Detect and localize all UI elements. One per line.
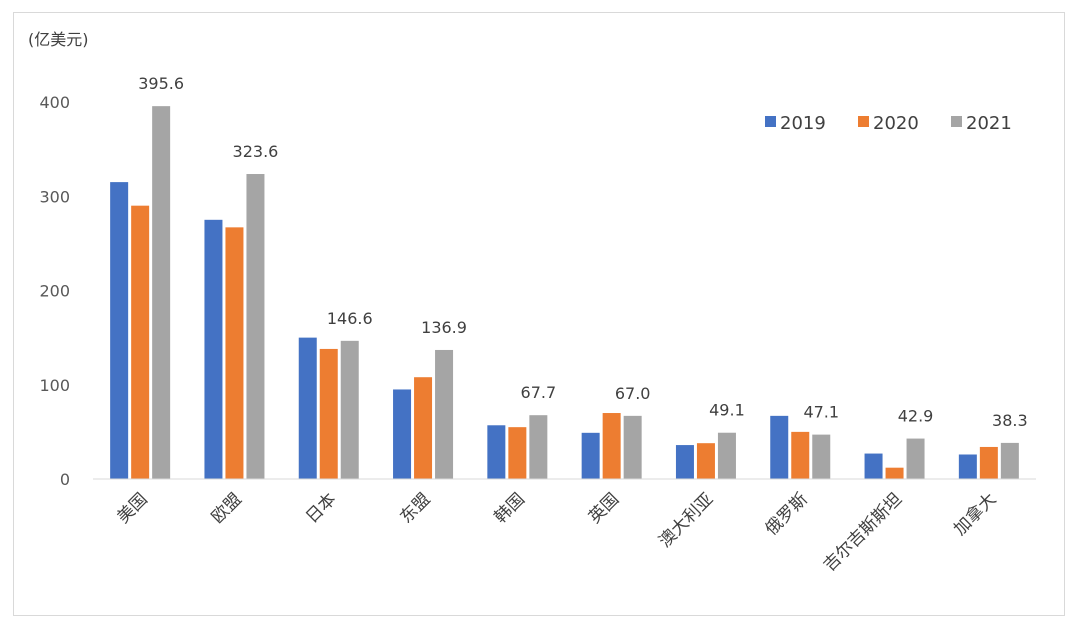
bar-2019 [298,337,317,479]
bar-2019 [675,445,694,479]
bar-2019 [770,415,789,479]
bar-2021 [906,438,925,479]
bar-2020 [791,431,810,479]
bar-2021 [717,432,736,479]
bar-2021 [623,415,642,479]
bar-2019 [110,182,129,480]
x-category-label: 英国 [585,489,623,527]
bar-2021 [246,174,265,479]
legend-swatch [951,116,962,127]
bar-2019 [487,425,506,479]
bar-2020 [319,348,338,479]
x-category-label: 俄罗斯 [762,489,812,539]
x-category-label: 吉尔吉斯斯坦 [820,489,906,575]
bar-2021 [812,434,831,479]
bar-2020 [508,427,527,479]
bar-2021 [340,340,359,479]
y-tick-label: 300 [39,187,70,206]
y-tick-label: 400 [39,93,70,112]
bar-2020 [225,227,244,479]
data-label: 395.6 [138,74,184,93]
y-tick-label: 0 [60,470,70,489]
y-tick-label: 100 [39,376,70,395]
data-label: 146.6 [327,309,373,328]
bar-2021 [152,106,171,479]
data-label: 323.6 [233,142,279,161]
bar-2019 [958,454,977,479]
bar-2019 [204,219,223,479]
bar-2019 [581,432,600,479]
bar-2020 [602,413,621,479]
x-category-label: 澳大利亚 [655,489,717,551]
x-category-label: 日本 [302,489,340,527]
legend-label: 2019 [780,113,826,134]
data-label: 136.9 [421,318,467,337]
bar-2021 [435,349,454,479]
bar-2021 [529,415,548,479]
x-category-label: 加拿大 [949,489,1000,540]
y-tick-label: 200 [39,282,70,301]
data-label: 67.7 [521,383,557,402]
data-label: 38.3 [992,411,1028,430]
bar-2019 [864,453,883,479]
data-label: 49.1 [709,401,745,420]
y-axis-unit-label: (亿美元) [28,30,89,49]
x-category-label: 韩国 [491,489,529,527]
data-label: 67.0 [615,384,651,403]
legend-label: 2020 [873,113,919,134]
bar-2020 [979,446,998,479]
x-category-label: 美国 [114,489,152,527]
x-category-label: 东盟 [396,489,434,527]
bar-2019 [393,389,412,479]
bar-2020 [885,467,904,479]
data-label: 42.9 [898,407,934,426]
legend-label: 2021 [966,113,1012,134]
x-category-label: 欧盟 [208,489,246,527]
bar-2020 [696,443,715,479]
chart-frame [13,12,1065,616]
bar-2020 [131,205,150,480]
data-label: 47.1 [803,403,839,422]
bar-2020 [414,377,433,479]
legend-swatch [765,116,776,127]
bar-2021 [1000,442,1019,479]
legend-swatch [858,116,869,127]
